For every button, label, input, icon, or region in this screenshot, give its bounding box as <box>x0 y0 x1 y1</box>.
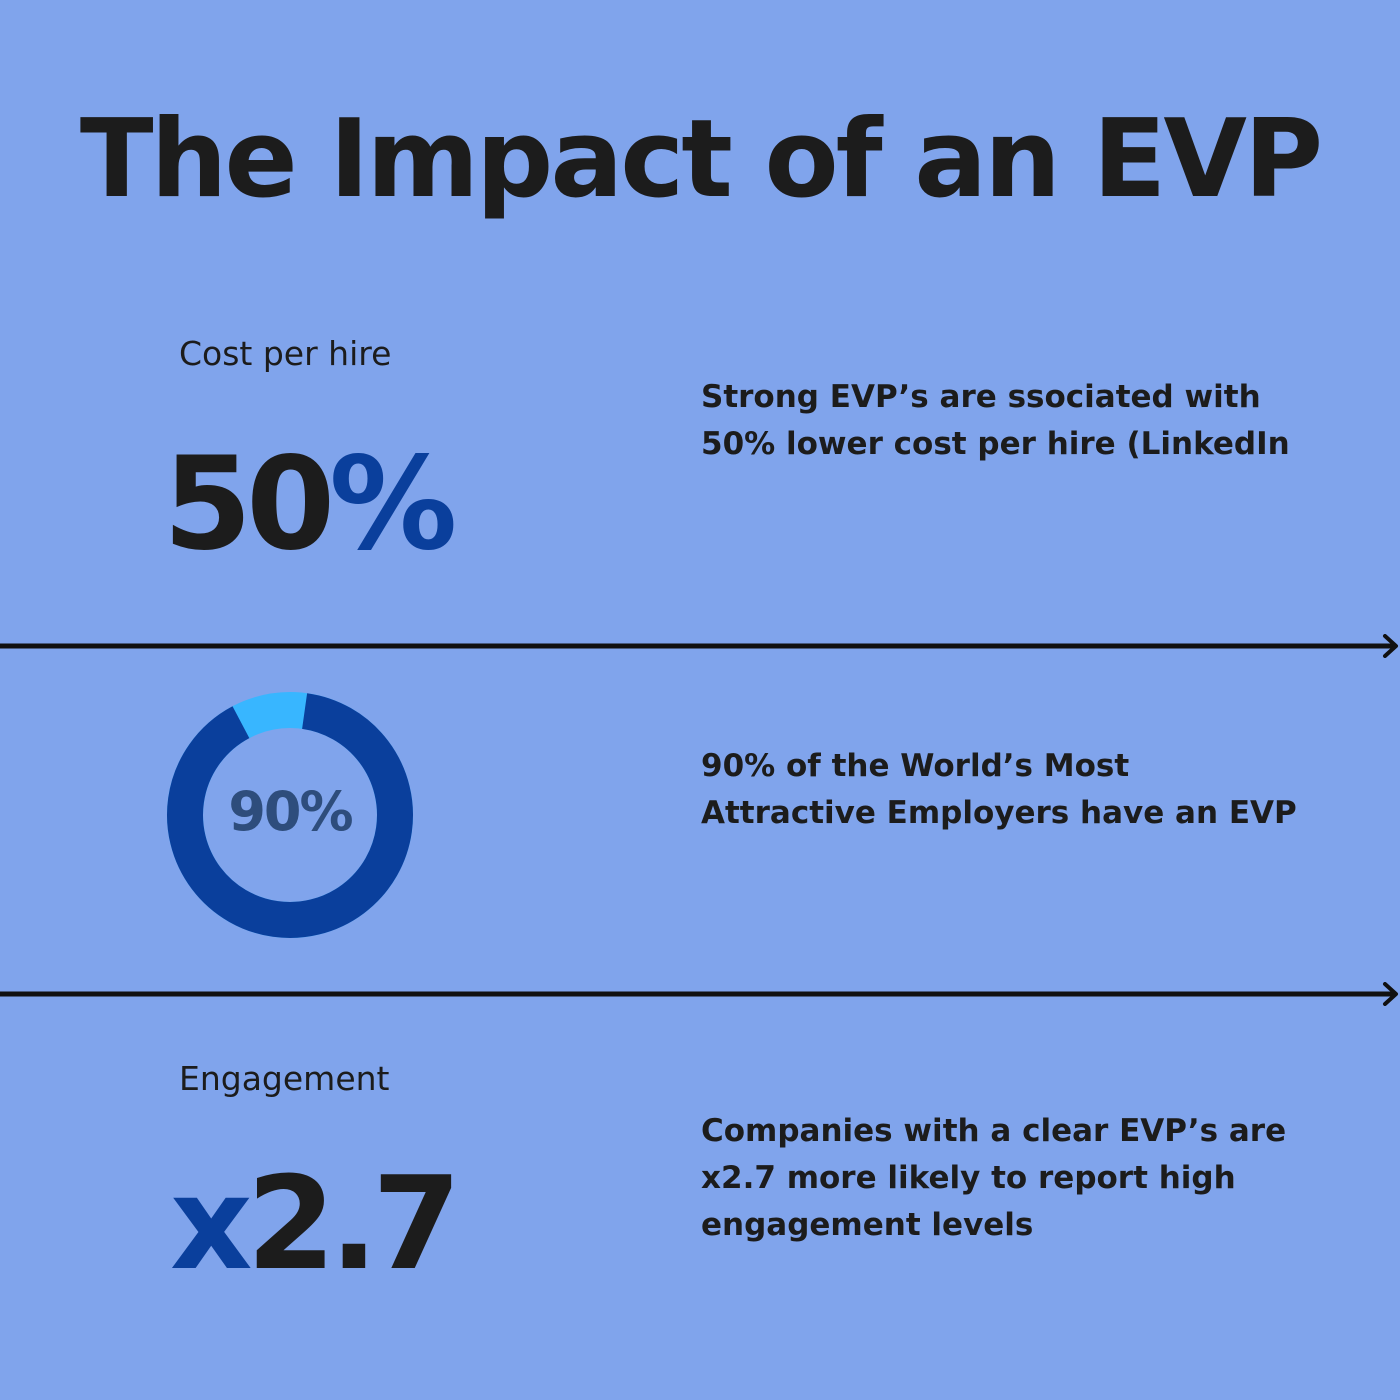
arrow-right-icon <box>1383 634 1398 658</box>
engagement-stat: x2.7 <box>170 1160 461 1290</box>
engagement-stat-number: 2.7 <box>246 1150 462 1299</box>
cost-per-hire-label: Cost per hire <box>179 334 392 373</box>
page-title: The Impact of an EVP <box>79 97 1323 222</box>
cost-per-hire-stat-percent: % <box>329 430 457 579</box>
engagement-stat-multiplier: x <box>170 1150 253 1299</box>
cost-per-hire-stat: 50% <box>163 440 457 570</box>
engagement-label: Engagement <box>179 1059 390 1098</box>
attractive-employers-description: 90% of the World’s Most Attractive Emplo… <box>701 748 1297 831</box>
donut-value-arc <box>167 692 413 938</box>
donut-chart: 90% <box>167 692 413 938</box>
section-divider-arrow <box>0 634 1398 658</box>
engagement-description: Companies with a clear EVP’s are x2.7 mo… <box>701 1113 1287 1243</box>
donut-value-label: 90% <box>228 780 352 843</box>
cost-per-hire-description: Strong EVP’s are ssociated with 50% lowe… <box>701 379 1290 462</box>
arrow-right-icon <box>1383 982 1398 1006</box>
cost-per-hire-stat-number: 50 <box>163 430 335 579</box>
section-divider-arrow <box>0 982 1398 1006</box>
